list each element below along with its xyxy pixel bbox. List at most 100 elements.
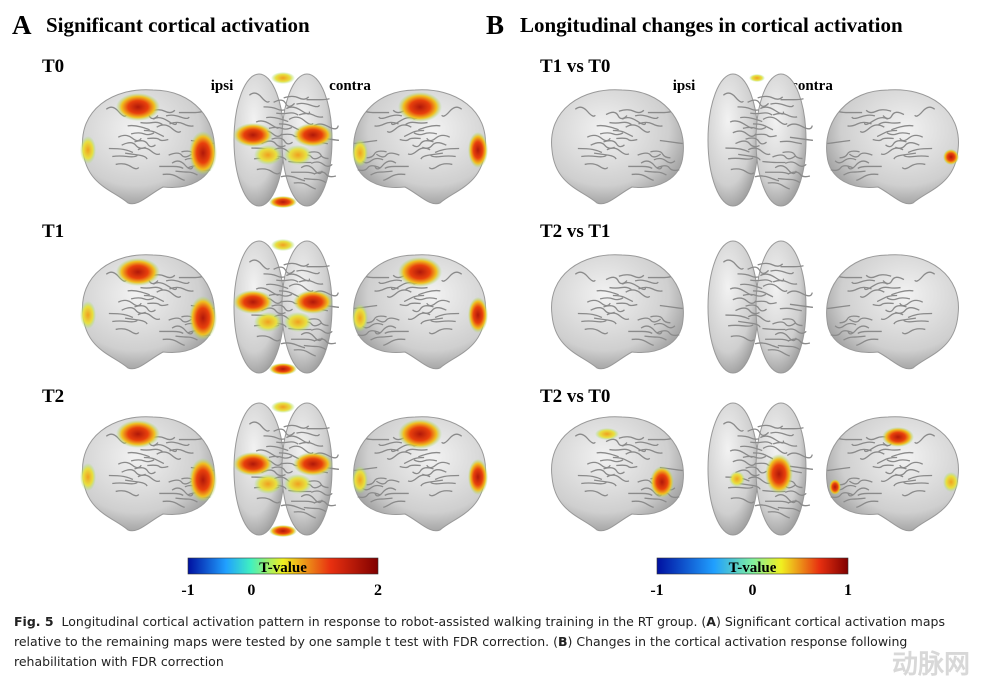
brain-lateral: [826, 89, 959, 205]
sulcus: [605, 276, 628, 285]
sulcus: [434, 312, 460, 319]
sulcus: [650, 315, 671, 324]
caption-label: Fig. 5: [14, 614, 54, 629]
sulcus: [740, 445, 763, 452]
sulcus: [747, 266, 770, 275]
activation: [116, 420, 160, 448]
brain-lateral: [352, 254, 488, 370]
row-label: T2 vs T0: [540, 386, 610, 407]
sulcus: [899, 134, 924, 142]
sulcus: [886, 459, 911, 463]
sulcus: [859, 451, 885, 460]
sulcus: [303, 177, 327, 184]
sulcus: [631, 173, 654, 182]
sulcus: [628, 330, 653, 334]
sulcus: [903, 481, 929, 485]
sulcus: [863, 443, 889, 453]
sulcus: [625, 289, 651, 298]
sulcus: [780, 427, 804, 430]
sulcus: [313, 338, 337, 345]
sulcus: [386, 124, 412, 133]
sulcus: [399, 464, 421, 469]
brain-lateral: [80, 89, 217, 205]
sulcus: [886, 132, 911, 136]
sulcus: [729, 120, 753, 129]
sulcus: [268, 126, 293, 130]
activation: [271, 72, 295, 84]
sulcus: [765, 338, 790, 342]
sulcus: [901, 490, 926, 497]
sulcus: [616, 137, 638, 142]
sulcus: [640, 325, 663, 335]
brain-top: [233, 72, 339, 208]
sulcus: [621, 281, 647, 291]
sulcus: [777, 344, 801, 351]
sulcus: [863, 116, 889, 126]
sulcus: [839, 477, 860, 486]
sulcus: [375, 317, 400, 323]
sulcus: [907, 147, 933, 154]
activation: [829, 479, 841, 495]
sulcus: [134, 467, 156, 475]
sulcus: [300, 165, 323, 175]
sulcus: [124, 479, 148, 487]
sulcus: [650, 150, 671, 159]
sulcus: [168, 152, 193, 158]
sulcus: [405, 448, 428, 453]
sulcus: [441, 106, 463, 117]
activation: [189, 131, 217, 175]
sulcus: [786, 290, 813, 297]
sulcus: [413, 297, 438, 301]
sulcus: [152, 443, 178, 453]
brain-lateral: [826, 416, 959, 532]
sulcus: [298, 279, 324, 285]
sulcus: [735, 469, 760, 477]
sulcus: [291, 171, 316, 175]
sulcus: [178, 110, 203, 114]
sulcus: [590, 307, 615, 314]
sulcus: [384, 492, 409, 496]
sulcus: [653, 322, 676, 329]
sulcus: [256, 168, 281, 175]
sulcus: [789, 136, 813, 141]
activation: [269, 363, 297, 375]
sulcus: [907, 312, 933, 319]
sulcus: [169, 286, 194, 292]
sulcus: [882, 111, 905, 120]
sulcus: [737, 435, 759, 440]
sulcus: [621, 443, 647, 453]
sulcus: [134, 305, 156, 313]
sulcus: [644, 170, 667, 176]
sulcus: [383, 173, 406, 182]
sulcus: [872, 302, 894, 307]
row-label: T1: [42, 221, 64, 242]
sulcus: [738, 153, 761, 161]
sulcus: [130, 132, 155, 136]
sulcus: [891, 451, 914, 458]
sulcus: [130, 459, 155, 463]
sulcus: [625, 451, 651, 460]
activation: [80, 463, 96, 491]
sulcus: [782, 318, 803, 327]
sulcus: [907, 474, 933, 481]
figure: A Significant cortical activation ipsi cont…: [12, 10, 959, 599]
sulcus: [263, 435, 285, 440]
sulcus: [772, 279, 798, 285]
sulcus: [175, 170, 198, 176]
sulcus: [296, 269, 321, 275]
sulcus: [634, 441, 659, 447]
panel-title: Longitudinal changes in cortical activat…: [520, 13, 903, 37]
sulcus: [745, 137, 767, 145]
sulcus: [847, 160, 870, 170]
sulcus: [143, 129, 165, 138]
sulcus: [434, 147, 460, 154]
sulcus: [789, 303, 813, 308]
sulcus: [370, 335, 393, 341]
sulcus: [441, 433, 463, 444]
sulcus: [426, 134, 451, 142]
sulcus: [276, 441, 299, 445]
sulcus: [156, 451, 182, 460]
sulcus: [310, 328, 333, 334]
sulcus: [156, 124, 182, 133]
sulcus: [865, 109, 892, 114]
